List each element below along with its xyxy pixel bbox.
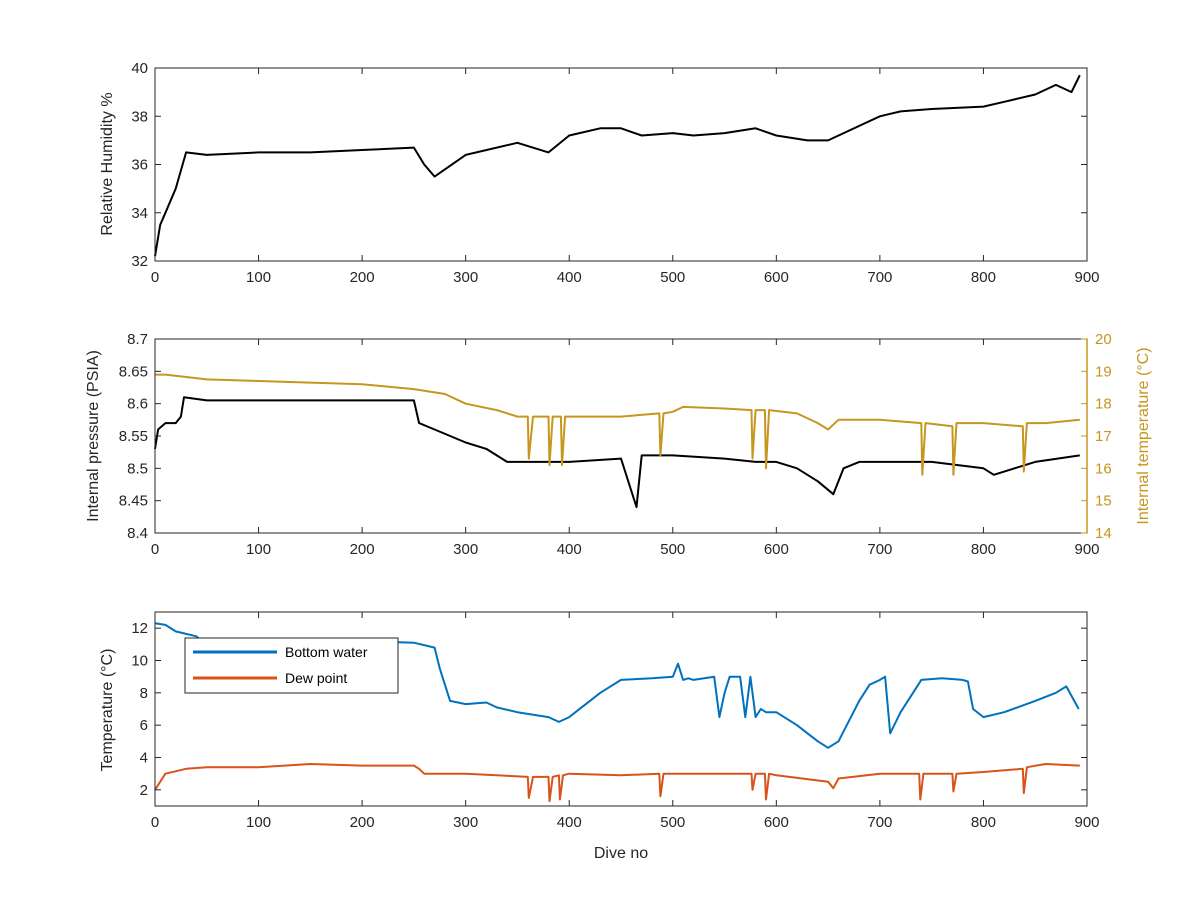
x-tick-label: 300 <box>453 814 478 831</box>
legend-box <box>184 637 399 694</box>
series-line-1-1 <box>155 373 1080 476</box>
y-tick-label: 36 <box>131 157 148 174</box>
y-tick-label: 2 <box>140 782 148 799</box>
x-tick-label: 600 <box>764 541 789 558</box>
x-tick-label: 100 <box>246 814 271 831</box>
y-tick-label: 6 <box>140 717 148 734</box>
y2-tick-label: 18 <box>1095 396 1112 413</box>
x-tick-label: 300 <box>453 541 478 558</box>
x-tick-label: 900 <box>1074 269 1099 286</box>
y-tick-label: 8.45 <box>119 493 148 510</box>
y-tick-label: 4 <box>140 750 148 767</box>
legend: Bottom water Dew point <box>184 637 399 694</box>
x-tick-label: 800 <box>971 814 996 831</box>
temperature-y-label: Temperature (°C) <box>99 649 116 772</box>
y-tick-label: 40 <box>131 60 148 77</box>
humidity-y-label: Relative Humidity % <box>99 92 116 235</box>
x-tick-label: 600 <box>764 269 789 286</box>
y2-tick-label: 14 <box>1095 525 1112 542</box>
x-tick-label: 0 <box>151 814 159 831</box>
y-tick-label: 12 <box>131 620 148 637</box>
x-tick-label: 700 <box>867 269 892 286</box>
x-tick-label: 400 <box>557 269 582 286</box>
y2-tick-label: 19 <box>1095 363 1112 380</box>
internal-temperature-y-label: Internal temperature (°C) <box>1135 347 1152 524</box>
x-tick-label: 600 <box>764 814 789 831</box>
x-tick-label: 900 <box>1074 814 1099 831</box>
legend-label-bottom-water: Bottom water <box>285 644 368 660</box>
y-tick-label: 8.55 <box>119 428 148 445</box>
x-tick-label: 500 <box>660 269 685 286</box>
y-tick-label: 34 <box>131 205 148 222</box>
y-tick-label: 8.5 <box>127 460 148 477</box>
series-line-1-0 <box>154 396 1080 509</box>
temperature-panel: Temperature (°C) Dive no Bottom water De… <box>99 611 1100 862</box>
y2-tick-label: 20 <box>1095 331 1112 348</box>
x-tick-label: 500 <box>660 814 685 831</box>
x-tick-label: 100 <box>246 269 271 286</box>
series-line-2-0 <box>154 622 1080 749</box>
x-tick-label: 400 <box>557 541 582 558</box>
x-tick-label: 200 <box>350 269 375 286</box>
x-tick-label: 700 <box>867 541 892 558</box>
series-line-2-1 <box>154 763 1080 803</box>
series-line-0-0 <box>154 74 1081 257</box>
x-tick-label: 0 <box>151 269 159 286</box>
x-tick-label: 700 <box>867 814 892 831</box>
x-tick-label: 200 <box>350 814 375 831</box>
x-tick-label: 0 <box>151 541 159 558</box>
legend-label-dew-point: Dew point <box>285 670 347 686</box>
y-tick-label: 8.7 <box>127 331 148 348</box>
y-tick-label: 8.6 <box>127 396 148 413</box>
y-tick-label: 8 <box>140 685 148 702</box>
humidity-panel: Relative Humidity % 0 100 200 300 400 500 600 7… <box>99 60 1100 286</box>
dive-no-x-label: Dive no <box>594 845 648 862</box>
y-tick-label: 8.65 <box>119 363 148 380</box>
y-tick-label: 38 <box>131 108 148 125</box>
y-tick-label: 32 <box>131 253 148 270</box>
x-tick-label: 900 <box>1074 541 1099 558</box>
axes-frame <box>154 611 1088 807</box>
y-tick-label: 8.4 <box>127 525 148 542</box>
x-tick-label: 100 <box>246 541 271 558</box>
y2-tick-label: 16 <box>1095 460 1112 477</box>
x-tick-label: 500 <box>660 541 685 558</box>
x-tick-label: 800 <box>971 269 996 286</box>
x-tick-label: 200 <box>350 541 375 558</box>
pressure-y-label: Internal pressure (PSIA) <box>85 350 102 522</box>
y-tick-label: 10 <box>131 653 148 670</box>
pressure-temperature-panel: Internal pressure (PSIA) Internal temper… <box>85 331 1152 558</box>
x-tick-label: 400 <box>557 814 582 831</box>
y2-tick-label: 15 <box>1095 493 1112 510</box>
x-tick-label: 300 <box>453 269 478 286</box>
x-tick-label: 800 <box>971 541 996 558</box>
y2-tick-label: 17 <box>1095 428 1112 445</box>
